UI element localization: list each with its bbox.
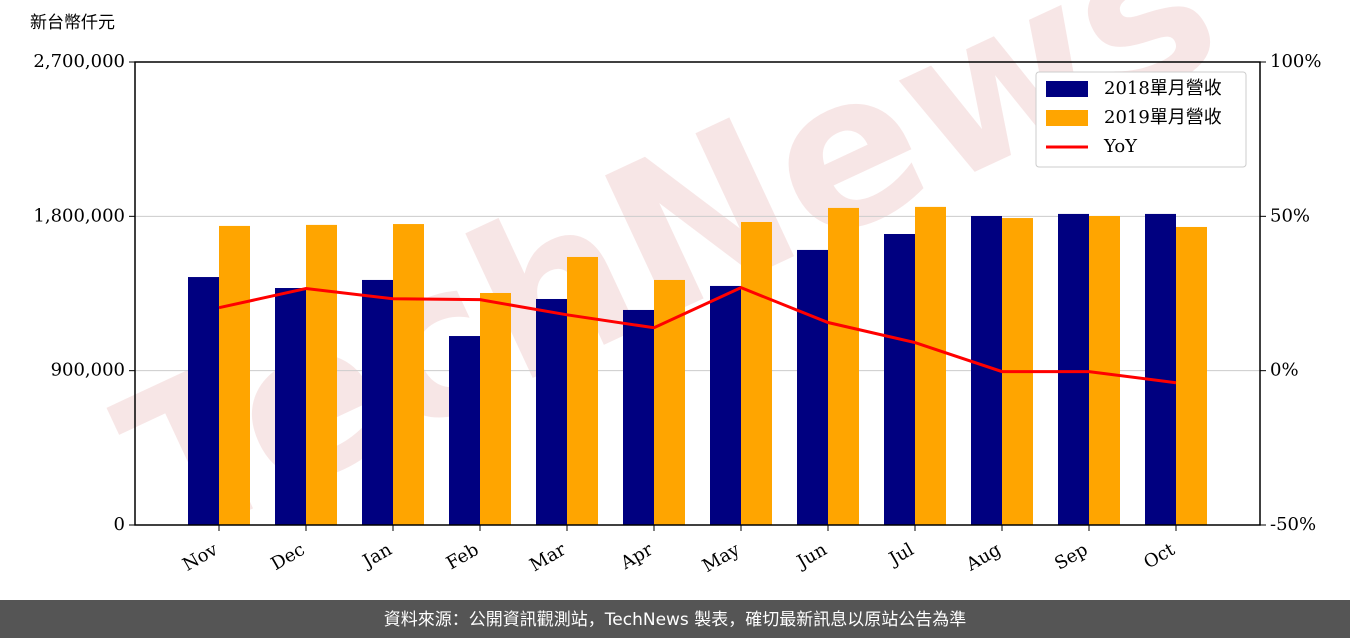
footer: 資料來源：公開資訊觀測站，TechNews 製表，確切最新訊息以原站公告為準 (384, 610, 966, 630)
footer-bar (0, 600, 1350, 638)
bar (1145, 213, 1176, 525)
y2-tick-label: -50% (1270, 514, 1316, 535)
x-tick-label: Jul (884, 539, 918, 571)
x-tick-label: May (699, 539, 744, 577)
x-tick-label: Aug (962, 539, 1005, 576)
bar (915, 206, 946, 525)
bar (275, 288, 306, 525)
bar (306, 224, 337, 525)
bar (449, 336, 480, 525)
bar (797, 249, 828, 525)
bar (828, 207, 859, 526)
y2-tick-label: 50% (1270, 205, 1310, 226)
plot-frame (134, 61, 1261, 526)
legend-label: YoY (1103, 136, 1138, 157)
y-tick-label: 2,700,000 (33, 51, 125, 72)
x-tick-label: Oct (1140, 539, 1179, 574)
x-tick-label: Mar (526, 539, 570, 576)
y2-tick-label: 100% (1270, 51, 1321, 72)
legend-label: 2019單月營收 (1104, 107, 1222, 128)
y-tick-label: 900,000 (51, 360, 125, 381)
bar (567, 256, 598, 525)
x-tick-label: Apr (616, 539, 656, 574)
bar (480, 292, 511, 525)
bar (741, 221, 772, 525)
x-tick-label: Jan (358, 539, 396, 573)
bar (362, 279, 393, 525)
y2-tick-label: 0% (1270, 360, 1299, 381)
x-tick-label: Jun (792, 539, 831, 574)
y-axis-label: 新台幣仟元 (30, 13, 115, 33)
bar (393, 224, 424, 526)
y-tick-label: 0 (114, 514, 125, 535)
y-tick-label: 1,800,000 (33, 205, 125, 226)
bar (188, 277, 219, 525)
bar (1089, 215, 1120, 526)
legend-label: 2018單月營收 (1104, 78, 1222, 99)
legend-swatch (1046, 81, 1088, 97)
yoy-line (218, 286, 1177, 385)
legend-swatch (1046, 110, 1088, 126)
bar (1176, 226, 1207, 525)
bar (623, 309, 654, 525)
bar (536, 298, 567, 525)
bar (710, 285, 741, 525)
bar (884, 233, 915, 526)
x-tick-label: Sep (1051, 539, 1091, 574)
x-tick-label: Feb (443, 539, 483, 574)
bar (1058, 213, 1089, 525)
legend-box (1035, 71, 1247, 168)
bar (219, 225, 250, 526)
